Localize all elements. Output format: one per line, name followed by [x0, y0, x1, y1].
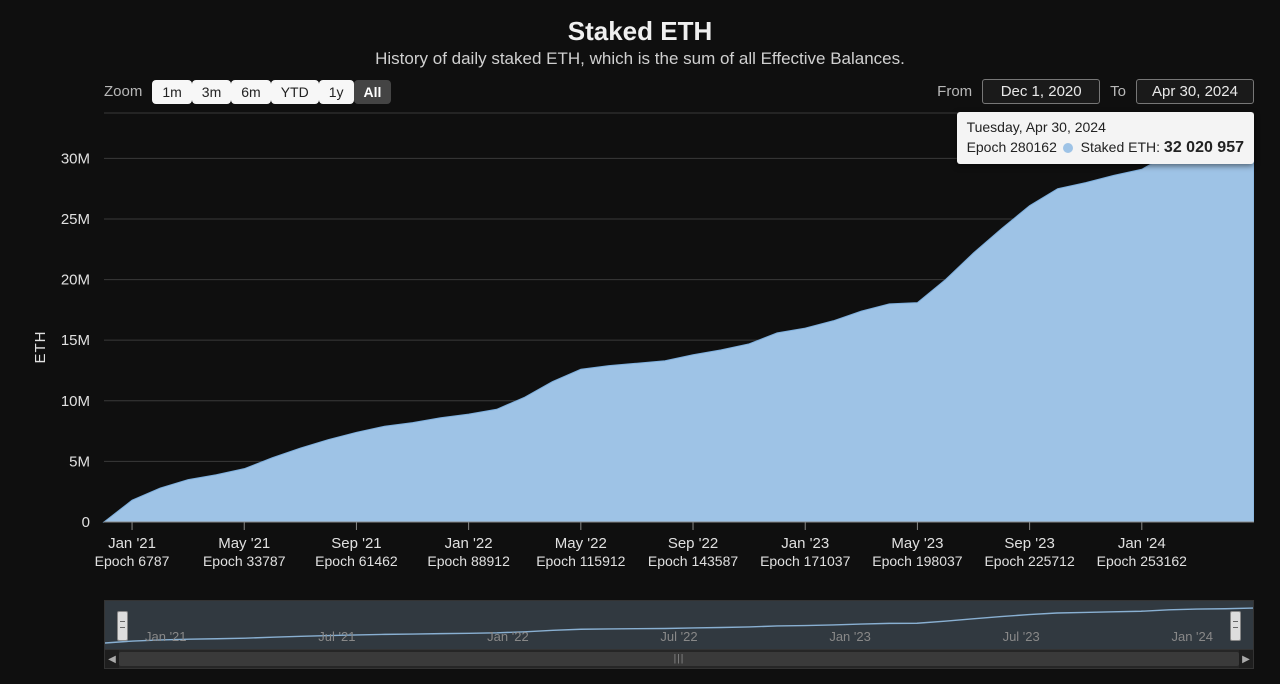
navigator-selection[interactable] [105, 601, 1253, 649]
svg-text:May '23: May '23 [891, 535, 943, 552]
scrollbar-grip-icon: ||| [674, 654, 685, 665]
svg-text:Epoch 225712: Epoch 225712 [984, 553, 1075, 569]
svg-text:Jan '23: Jan '23 [781, 535, 829, 552]
to-label: To [1110, 83, 1126, 100]
svg-text:15M: 15M [61, 332, 90, 349]
svg-text:Jan '22: Jan '22 [445, 535, 493, 552]
svg-text:10M: 10M [61, 393, 90, 410]
zoom-button-1m[interactable]: 1m [152, 80, 191, 104]
svg-text:May '21: May '21 [218, 535, 270, 552]
chart-area[interactable]: ETH 0 5M 10M 15M 20M 25M 30M Jan '21Epoch 6787 M… [26, 112, 1254, 582]
svg-text:20M: 20M [61, 272, 90, 289]
scroll-right-icon[interactable]: ▶ [1239, 654, 1253, 665]
zoom-button-3m[interactable]: 3m [192, 80, 231, 104]
chart-controls: Zoom 1m3m6mYTD1yAll From Dec 1, 2020 To … [0, 69, 1280, 104]
svg-text:Sep '22: Sep '22 [668, 535, 718, 552]
zoom-button-ytd[interactable]: YTD [271, 80, 319, 104]
svg-text:Jan '21: Jan '21 [108, 535, 156, 552]
navigator-scrollbar[interactable]: ◀ ||| ▶ [104, 650, 1254, 669]
y-axis-title: ETH [32, 331, 49, 364]
svg-text:Sep '21: Sep '21 [331, 535, 381, 552]
from-label: From [937, 83, 972, 100]
navigator-handle-left[interactable] [117, 611, 128, 641]
chart-subtitle: History of daily staked ETH, which is th… [0, 49, 1280, 69]
svg-text:Epoch 61462: Epoch 61462 [315, 553, 398, 569]
svg-text:Epoch 171037: Epoch 171037 [760, 553, 851, 569]
svg-text:Epoch 115912: Epoch 115912 [536, 553, 625, 569]
svg-text:May '22: May '22 [555, 535, 607, 552]
svg-text:Epoch 198037: Epoch 198037 [872, 553, 963, 569]
chart-svg[interactable]: 0 5M 10M 15M 20M 25M 30M Jan '21Epoch 6787 May '… [26, 112, 1254, 582]
tooltip-date: Tuesday, Apr 30, 2024 [967, 118, 1244, 137]
svg-text:Epoch 88912: Epoch 88912 [427, 553, 510, 569]
svg-text:5M: 5M [69, 453, 90, 470]
tooltip-series-dot-icon [1063, 143, 1073, 153]
svg-text:Sep '23: Sep '23 [1004, 535, 1054, 552]
svg-text:25M: 25M [61, 211, 90, 228]
svg-text:Epoch 253162: Epoch 253162 [1097, 553, 1188, 569]
date-range-group: From Dec 1, 2020 To Apr 30, 2024 [937, 79, 1254, 104]
navigator[interactable]: Jan '21Jul '21Jan '22Jul '22Jan '23Jul '… [104, 600, 1254, 650]
svg-text:0: 0 [82, 514, 90, 531]
scrollbar-track[interactable]: ||| [119, 650, 1239, 668]
zoom-button-1y[interactable]: 1y [319, 80, 354, 104]
chart-title: Staked ETH [0, 0, 1280, 47]
zoom-button-6m[interactable]: 6m [231, 80, 270, 104]
tooltip: Tuesday, Apr 30, 2024 Epoch 280162 Stake… [957, 112, 1254, 164]
scroll-left-icon[interactable]: ◀ [105, 654, 119, 665]
svg-text:Epoch 6787: Epoch 6787 [95, 553, 170, 569]
svg-text:Jan '24: Jan '24 [1118, 535, 1166, 552]
svg-text:30M: 30M [61, 150, 90, 167]
tooltip-series-label: Staked ETH: [1081, 139, 1160, 155]
zoom-group: Zoom 1m3m6mYTD1yAll [104, 80, 391, 104]
scrollbar-thumb[interactable]: ||| [119, 652, 1239, 666]
navigator-handle-right[interactable] [1230, 611, 1241, 641]
tooltip-value: 32 020 957 [1164, 139, 1244, 156]
tooltip-epoch: Epoch 280162 [967, 139, 1057, 155]
zoom-label: Zoom [104, 83, 142, 100]
svg-text:Epoch 33787: Epoch 33787 [203, 553, 286, 569]
zoom-button-all[interactable]: All [354, 80, 392, 104]
to-date-input[interactable]: Apr 30, 2024 [1136, 79, 1254, 104]
from-date-input[interactable]: Dec 1, 2020 [982, 79, 1100, 104]
svg-text:Epoch 143587: Epoch 143587 [648, 553, 739, 569]
